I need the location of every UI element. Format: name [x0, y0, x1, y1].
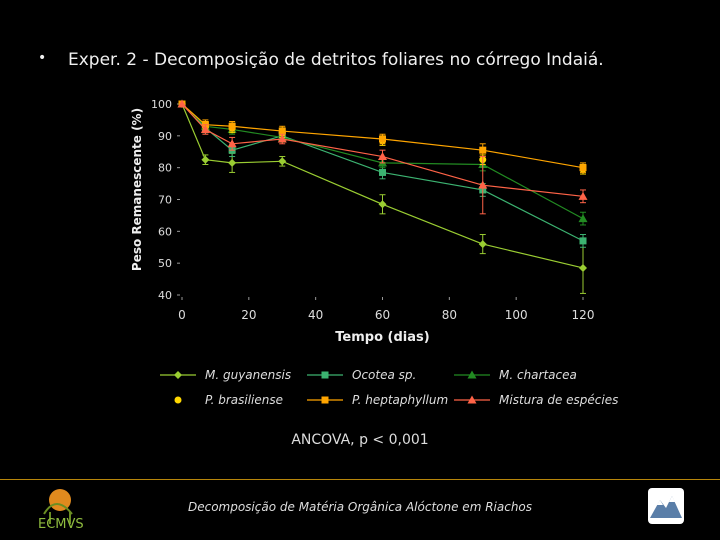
legend-item: P. heptaphyllum: [307, 393, 448, 407]
x-tick-label: 0: [178, 308, 186, 322]
data-point: [174, 371, 182, 379]
data-point: [228, 158, 237, 167]
data-point: [478, 240, 487, 249]
legend-item: M. guyanensis: [160, 368, 291, 382]
y-tick-label: 80: [158, 162, 172, 175]
data-point: [579, 263, 587, 272]
y-tick-label: 100: [151, 98, 172, 111]
data-point: [227, 139, 237, 148]
legend-label: Mistura de espécies: [499, 393, 618, 407]
series-m-guyanensis: [178, 100, 587, 294]
series-mistura-de-esp-cies: [177, 99, 588, 215]
legend-label: P. heptaphyllum: [352, 393, 448, 407]
mountain-emblem: [648, 488, 684, 524]
y-tick-label: 90: [158, 130, 172, 143]
legend-item: Ocotea sp.: [307, 368, 416, 382]
data-point: [321, 396, 329, 404]
x-axis-label: Tempo (dias): [335, 330, 429, 345]
data-point: [278, 157, 287, 166]
x-tick-label: 120: [572, 308, 595, 322]
data-point: [228, 122, 236, 130]
data-point: [277, 134, 287, 143]
data-point: [379, 135, 386, 143]
stat-result: ANCOVA, p < 0,001: [291, 432, 429, 448]
data-point: [467, 370, 477, 379]
x-tick-label: 60: [375, 308, 390, 322]
data-point: [578, 191, 588, 200]
legend-label: P. brasiliense: [205, 393, 283, 407]
data-point: [578, 214, 588, 223]
data-point: [479, 146, 487, 154]
data-point: [200, 124, 210, 133]
bullet: •: [38, 50, 47, 66]
data-point: [278, 127, 286, 135]
series-ocotea-sp-: [178, 100, 587, 248]
data-point: [378, 200, 387, 209]
legend-label: M. guyanensis: [205, 368, 291, 382]
legend-item: Mistura de espécies: [454, 393, 618, 407]
data-point: [321, 371, 329, 379]
legend-label: M. chartacea: [499, 368, 577, 382]
slide-title-text: Exper. 2 - Decomposição de detritos foli…: [68, 50, 604, 70]
y-axis-label: Peso Remanescente (%): [130, 108, 144, 271]
x-tick-label: 80: [442, 308, 457, 322]
data-point: [201, 155, 210, 164]
data-point: [467, 395, 477, 404]
y-tick-label: 70: [158, 194, 172, 207]
svg-text:ECMVS: ECMVS: [38, 517, 84, 530]
legend-item: P. brasiliense: [174, 393, 283, 407]
data-point: [177, 99, 187, 108]
data-point: [478, 180, 488, 189]
y-tick-label: 60: [158, 225, 172, 238]
x-tick-label: 20: [241, 308, 256, 322]
footer-divider: [0, 479, 720, 480]
data-point: [579, 237, 587, 245]
ecomvs-logo: ECMVS: [38, 489, 84, 530]
y-tick-label: 40: [158, 289, 172, 302]
data-point: [579, 164, 587, 172]
data-point: [378, 152, 387, 161]
x-tick-label: 100: [505, 308, 528, 322]
y-tick-label: 50: [158, 257, 172, 270]
legend-item: M. chartacea: [454, 368, 577, 382]
data-point: [379, 168, 386, 176]
legend-label: Ocotea sp.: [352, 368, 416, 382]
x-tick-label: 40: [308, 308, 323, 322]
data-point: [174, 396, 182, 404]
footer-text: Decomposição de Matéria Orgânica Alócton…: [187, 500, 533, 514]
